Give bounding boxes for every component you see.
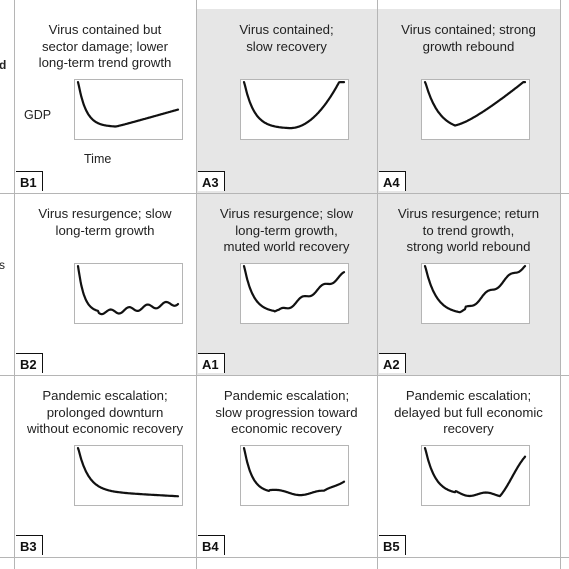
x-axis-label: Time bbox=[84, 152, 112, 166]
gdp-curve bbox=[242, 265, 346, 313]
scenario-caption: Virus resurgence; slow long-term growth,… bbox=[219, 206, 354, 254]
scenario-caption: Virus resurgence; slow long-term growth bbox=[38, 206, 172, 238]
scenario-caption: Pandemic escalation; slow progression to… bbox=[215, 388, 358, 436]
scenario-caption: Virus contained but sector damage; lower… bbox=[38, 22, 172, 70]
scenario-code-label: A1 bbox=[198, 353, 225, 373]
scenario-code-label: B4 bbox=[198, 535, 225, 555]
gdp-curve bbox=[76, 81, 180, 128]
scenario-caption: Pandemic escalation; delayed but full ec… bbox=[394, 388, 543, 436]
scenario-code-label: B5 bbox=[379, 535, 406, 555]
scenario-curve-chart bbox=[74, 79, 183, 140]
gdp-curve bbox=[423, 447, 527, 498]
gdp-curve bbox=[76, 447, 180, 498]
plot-frame bbox=[74, 79, 183, 140]
scenario-cell-a1: Virus resurgence; slow long-term growth,… bbox=[196, 193, 377, 375]
gdp-curve bbox=[242, 447, 346, 497]
edge-fragment-top: d bbox=[0, 58, 7, 72]
scenario-cell-b1: Virus contained but sector damage; lower… bbox=[14, 9, 196, 193]
scenario-curve-chart bbox=[74, 445, 183, 506]
plot-frame bbox=[240, 445, 349, 506]
scenario-caption: Virus contained; slow recovery bbox=[239, 22, 334, 54]
gdp-curve bbox=[242, 81, 346, 130]
scenario-cell-b4: Pandemic escalation; slow progression to… bbox=[196, 375, 377, 557]
plot-frame bbox=[421, 445, 530, 506]
scenario-cell-a4: Virus contained; strong growth rebound A4 bbox=[377, 9, 560, 193]
scenario-curve-chart bbox=[421, 79, 530, 140]
scenario-curve-chart bbox=[240, 263, 349, 324]
gdp-curve bbox=[423, 265, 527, 314]
scenario-caption: Virus contained; strong growth rebound bbox=[401, 22, 536, 54]
scenario-code-label: A4 bbox=[379, 171, 406, 191]
scenario-cell-b3: Pandemic escalation; prolonged downturn … bbox=[14, 375, 196, 557]
gdp-curve bbox=[423, 81, 527, 127]
scenario-curve-chart bbox=[240, 445, 349, 506]
scenario-curve-chart bbox=[240, 79, 349, 140]
plot-frame bbox=[240, 79, 349, 140]
scenario-caption: Virus resurgence; return to trend growth… bbox=[397, 206, 540, 254]
scenario-curve-chart bbox=[421, 263, 530, 324]
edge-fragment-middle: s bbox=[0, 258, 5, 272]
scenario-cell-b2: Virus resurgence; slow long-term growth B… bbox=[14, 193, 196, 375]
y-axis-label: GDP bbox=[24, 108, 52, 122]
scenario-code-label: B2 bbox=[16, 353, 43, 373]
scenario-curve-chart bbox=[74, 263, 183, 324]
scenario-code-label: B1 bbox=[16, 171, 43, 191]
plot-frame bbox=[421, 79, 530, 140]
scenario-caption: Pandemic escalation; prolonged downturn … bbox=[26, 388, 184, 436]
scenario-code-label: A3 bbox=[198, 171, 225, 191]
scenario-curve-chart bbox=[421, 445, 530, 506]
scenario-cell-a3: Virus contained; slow recovery A3 bbox=[196, 9, 377, 193]
plot-frame bbox=[74, 263, 183, 324]
plot-frame bbox=[240, 263, 349, 324]
scenario-code-label: B3 bbox=[16, 535, 43, 555]
scenario-cell-a2: Virus resurgence; return to trend growth… bbox=[377, 193, 560, 375]
scenario-cell-b5: Pandemic escalation; delayed but full ec… bbox=[377, 375, 560, 557]
scenario-code-label: A2 bbox=[379, 353, 406, 373]
gdp-curve bbox=[76, 265, 180, 316]
